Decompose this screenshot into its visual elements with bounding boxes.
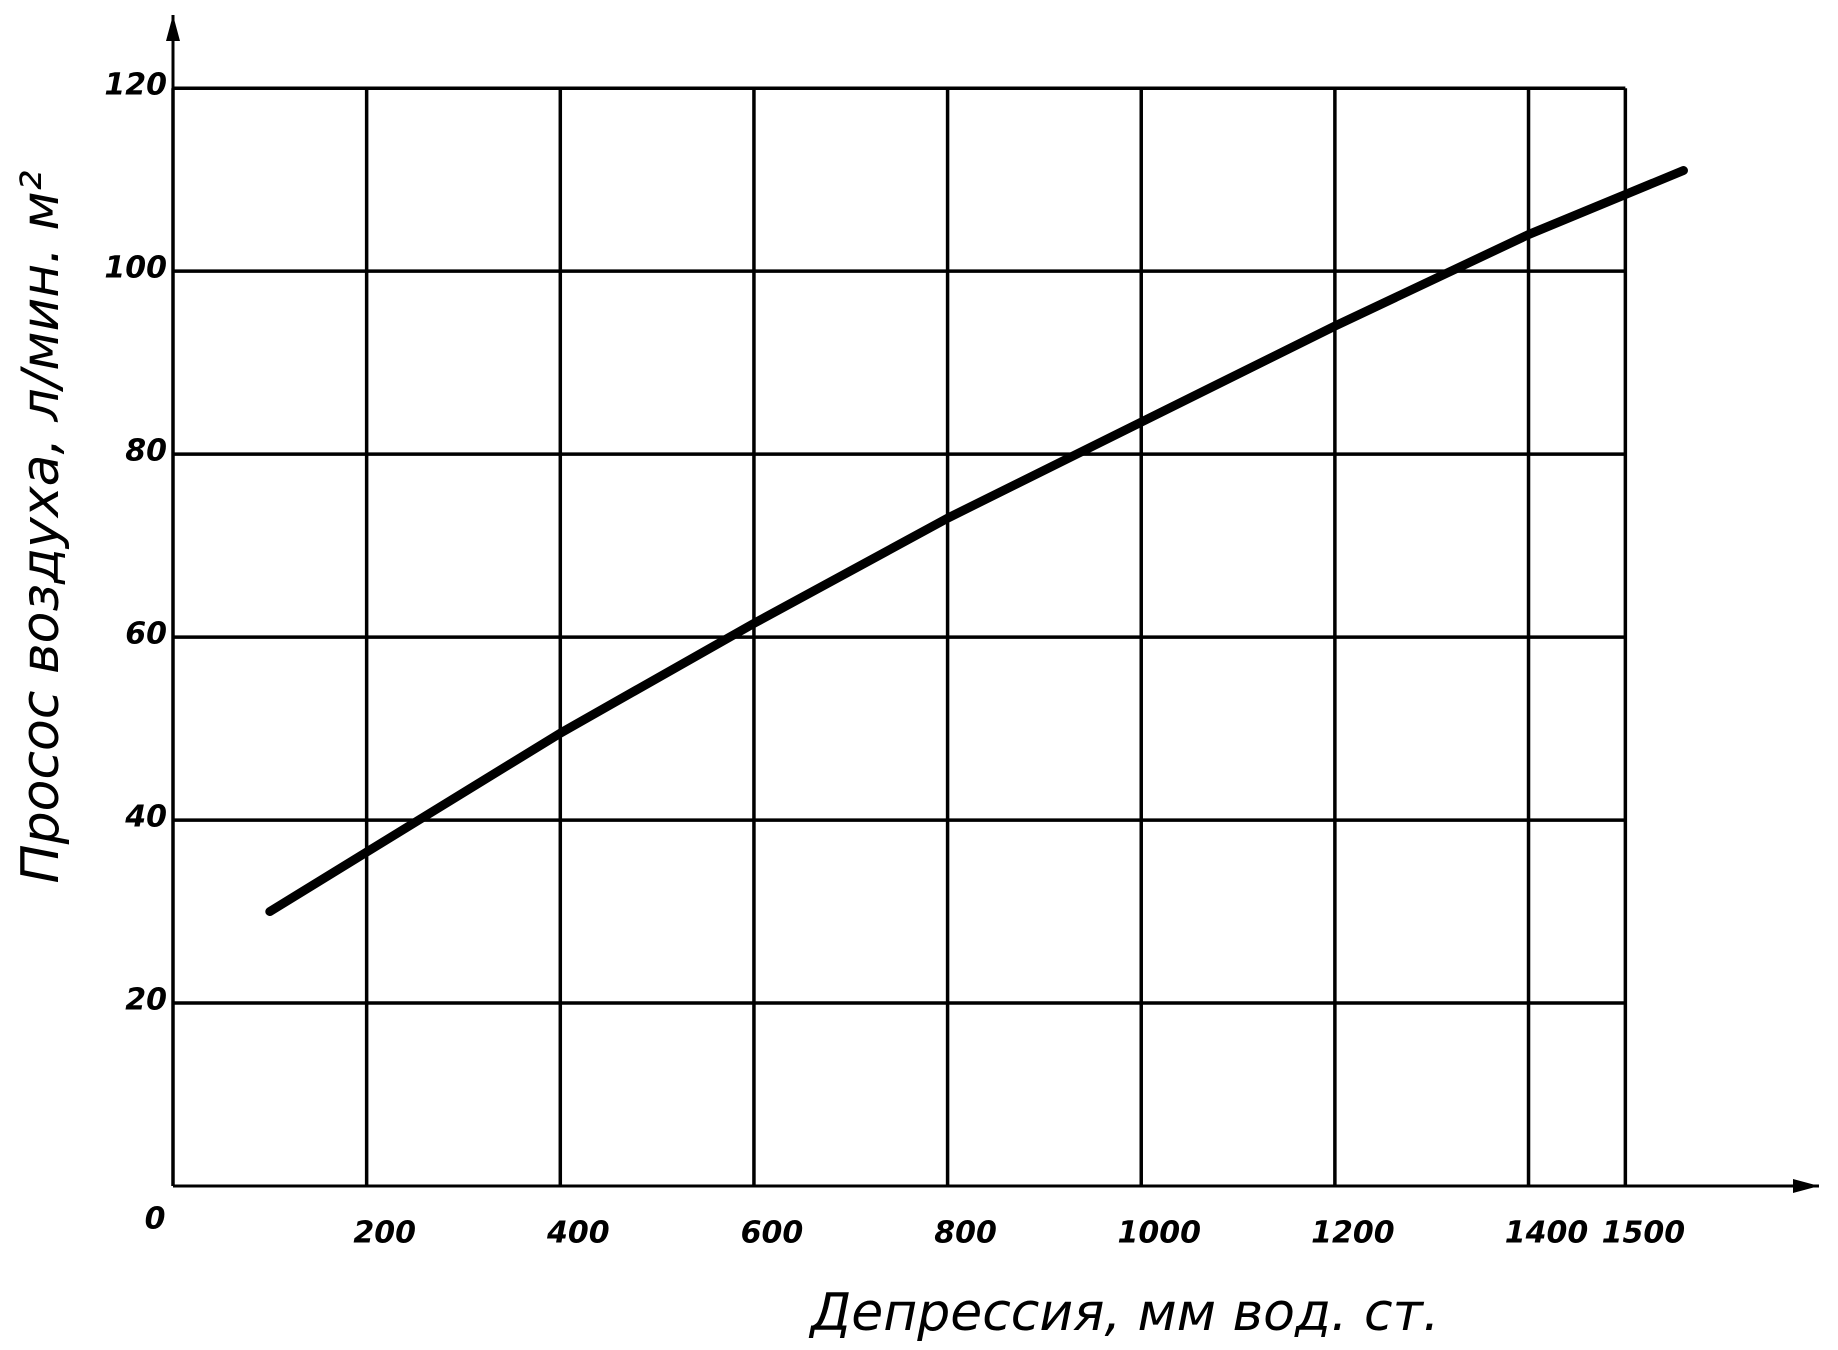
x-arrow — [1793, 1179, 1819, 1193]
y-tick-label: 120 — [104, 68, 167, 103]
y-arrow — [166, 15, 180, 41]
x-tick-label: 200 — [353, 1216, 416, 1251]
x-tick-label: 800 — [934, 1216, 997, 1251]
y-tick-label: 40 — [124, 800, 167, 835]
x-tick-label: 0 — [145, 1202, 166, 1237]
x-tick-label: 600 — [741, 1216, 804, 1251]
x-tick-label: 1000 — [1117, 1216, 1201, 1251]
y-tick-label: 60 — [125, 617, 167, 652]
x-tick-label: 1200 — [1311, 1216, 1395, 1251]
x-tick-label: 1500 — [1602, 1216, 1686, 1251]
y-axis-label: Просос воздуха, л/мин. м² — [11, 170, 71, 883]
x-axis-label: Депрессия, мм вод. ст. — [809, 1283, 1440, 1343]
data-line — [265, 166, 1688, 917]
x-tick-label: 1400 — [1505, 1216, 1589, 1251]
y-tick-label: 100 — [104, 251, 167, 286]
x-tick-label: 400 — [546, 1216, 610, 1251]
y-tick-label: 20 — [125, 983, 167, 1018]
y-tick-label: 80 — [125, 434, 167, 469]
